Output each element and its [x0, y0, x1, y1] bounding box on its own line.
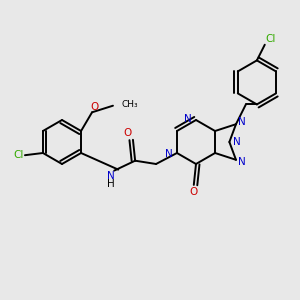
- Text: N: N: [184, 114, 192, 124]
- Text: H: H: [107, 178, 115, 189]
- Text: N: N: [238, 117, 246, 127]
- Text: N: N: [238, 157, 246, 167]
- Text: Cl: Cl: [14, 150, 24, 160]
- Text: O: O: [190, 187, 198, 197]
- Text: N: N: [107, 171, 115, 181]
- Text: O: O: [124, 128, 132, 138]
- Text: CH₃: CH₃: [122, 100, 139, 109]
- Text: O: O: [90, 102, 98, 112]
- Text: N: N: [232, 137, 240, 147]
- Text: Cl: Cl: [266, 34, 276, 44]
- Text: N: N: [165, 149, 173, 159]
